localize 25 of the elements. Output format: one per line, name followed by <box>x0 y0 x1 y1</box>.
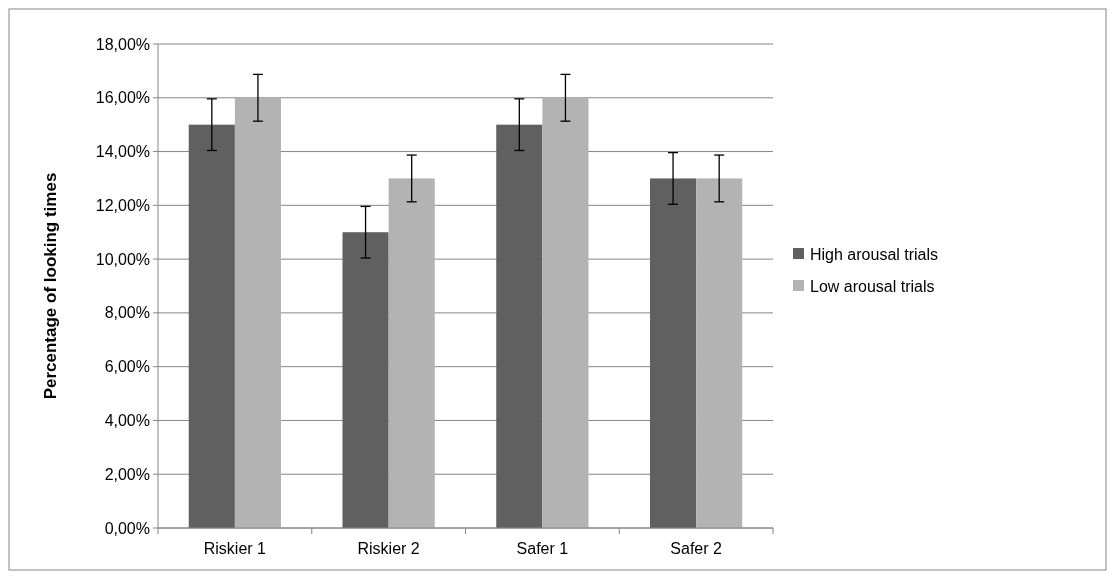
bar <box>388 178 435 528</box>
bar <box>342 232 389 528</box>
bar <box>496 124 543 528</box>
bar <box>650 178 697 528</box>
y-tick-label: 6,00% <box>104 358 150 376</box>
bar <box>696 178 743 528</box>
bar <box>234 97 281 528</box>
x-tick-label: Safer 1 <box>516 540 569 557</box>
bar <box>542 97 589 528</box>
y-tick-label: 4,00% <box>104 412 150 430</box>
legend-label: High arousal trials <box>810 245 939 263</box>
x-tick-label: Riskier 1 <box>203 540 267 557</box>
x-tick-label: Safer 2 <box>670 540 723 557</box>
y-tick-label: 16,00% <box>95 89 150 107</box>
y-tick-label: 0,00% <box>104 519 150 537</box>
y-axis-title: Percentage of looking times <box>41 172 60 400</box>
bar <box>188 124 235 528</box>
y-tick-label: 2,00% <box>104 465 150 483</box>
y-tick-label: 10,00% <box>95 250 150 268</box>
y-tick-label: 18,00% <box>95 35 150 53</box>
y-tick-label: 14,00% <box>95 143 150 161</box>
legend-label: Low arousal trials <box>810 277 935 295</box>
y-tick-label: 8,00% <box>104 304 150 322</box>
x-tick-label: Riskier 2 <box>357 540 420 557</box>
y-tick-label: 12,00% <box>95 196 150 214</box>
